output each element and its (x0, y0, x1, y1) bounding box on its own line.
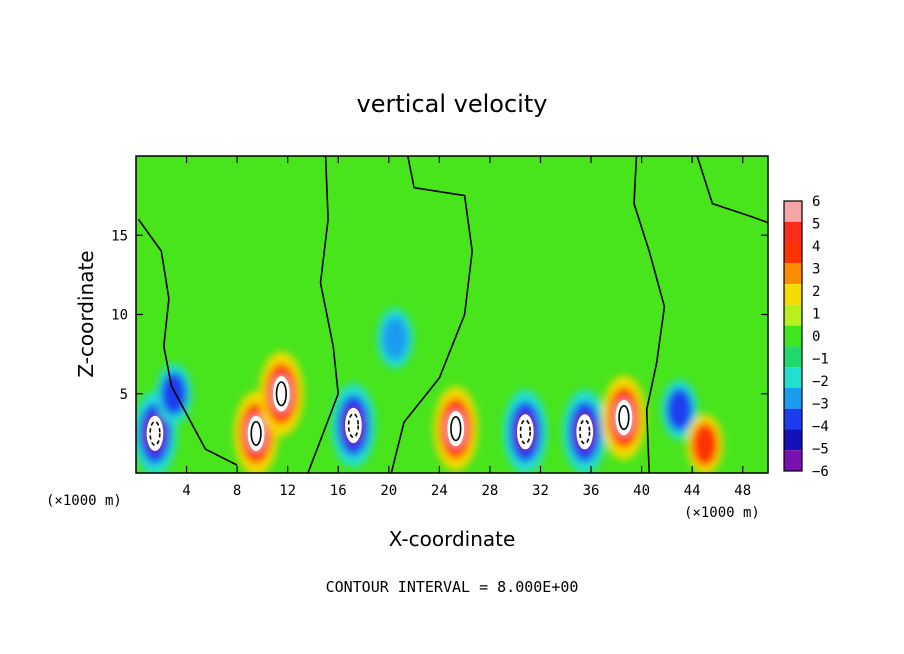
x-unit-left: (×1000 m) (46, 493, 122, 509)
colorbar-swatch (784, 201, 802, 222)
zero-contour-core-0 (149, 420, 161, 446)
zero-contour-core-7 (618, 404, 630, 431)
field-core-3 (345, 407, 362, 444)
colorbar-label: −4 (812, 419, 829, 435)
colorbar-label: 2 (812, 284, 820, 300)
colorbar-label: 4 (812, 239, 820, 255)
colorbar-swatch (784, 263, 802, 285)
zero-contour-core-2 (275, 381, 287, 407)
x-tick-label: 48 (734, 483, 751, 499)
y-axis-label: Z-coordinate (74, 250, 98, 377)
heatmap-field (136, 156, 768, 473)
zero-contour-0 (137, 218, 238, 466)
x-tick-label: 12 (279, 483, 296, 499)
colorbar-swatch (784, 346, 802, 368)
colorbar-label: −6 (812, 464, 829, 480)
x-tick-label: 20 (380, 483, 397, 499)
colorbar-label: −1 (812, 352, 829, 368)
colorbar-swatch (784, 429, 802, 451)
x-tick-label: 36 (583, 483, 600, 499)
colorbar-swatch (784, 284, 802, 305)
colorbar-label: 5 (812, 217, 820, 233)
colorbar-label: −3 (812, 397, 829, 413)
zero-contour-core-3 (347, 412, 360, 439)
zero-contour-4 (696, 156, 768, 224)
zero-contour-2 (390, 156, 474, 473)
field-core-5 (516, 414, 534, 450)
colorbar-swatch (784, 387, 802, 409)
field-blob-11 (160, 372, 187, 416)
y-tick-label: 10 (111, 308, 128, 324)
field-blob-8 (666, 388, 693, 432)
colorbar: 6 5 4 3 2 1 0 −1 −2 −3 −4 −5 −6 (783, 194, 829, 480)
chart-title: vertical velocity (357, 90, 548, 118)
colorbar-label: 6 (812, 194, 820, 210)
zero-contour-1 (307, 156, 340, 473)
colorbar-label: 0 (812, 329, 820, 345)
colorbar-swatch (784, 304, 802, 326)
colorbar-label: −5 (812, 442, 829, 458)
colorbar-swatch (784, 325, 802, 347)
zero-contour-core-6 (579, 419, 591, 445)
colorbar-swatch (784, 242, 802, 264)
x-tick-label: 8 (233, 483, 241, 499)
x-tick-label: 44 (684, 483, 701, 499)
x-tick-label: 16 (330, 483, 347, 499)
field-core-1 (247, 415, 265, 452)
zero-contour-core-4 (450, 416, 462, 442)
colorbar-frame (783, 200, 803, 472)
y-tick-label: 15 (111, 228, 128, 244)
field-blob-10 (382, 316, 409, 360)
field-core-4 (447, 410, 465, 447)
colorbar-swatch (784, 408, 802, 430)
x-tick-label: 4 (182, 483, 190, 499)
colorbar-swatch (784, 450, 802, 471)
colorbar-label: 3 (812, 262, 820, 278)
x-axis-label: X-coordinate (389, 527, 516, 551)
colorbar-label: −2 (812, 374, 829, 390)
colorbar-label: 1 (812, 307, 820, 323)
field-core-2 (273, 376, 290, 412)
field-core-6 (576, 414, 594, 450)
y-tick-label: 5 (120, 387, 128, 403)
zero-contour-core-5 (519, 419, 531, 445)
field-core-0 (146, 415, 164, 452)
colorbar-swatch (784, 367, 802, 388)
x-tick-label: 32 (532, 483, 549, 499)
contour-interval-note: CONTOUR INTERVAL = 8.000E+00 (326, 578, 579, 596)
x-tick-label: 28 (481, 483, 498, 499)
field-core-7 (615, 399, 633, 436)
x-tick-label: 40 (633, 483, 650, 499)
zero-contour-3 (633, 156, 666, 473)
zero-contour-core-1 (250, 420, 262, 446)
x-tick-label: 24 (431, 483, 448, 499)
x-unit-right: (×1000 m) (684, 505, 760, 521)
field-blob-9 (691, 422, 718, 467)
colorbar-swatch (784, 221, 802, 243)
